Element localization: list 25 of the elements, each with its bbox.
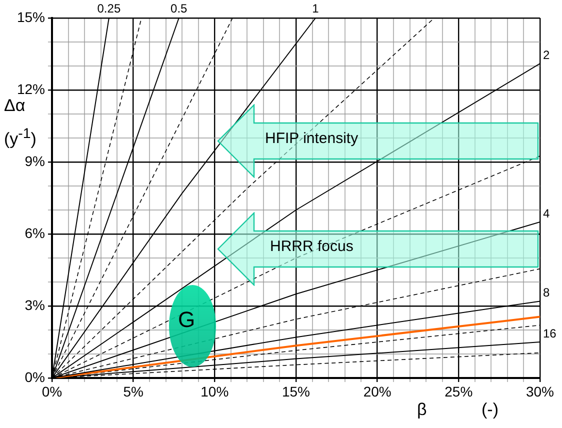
y-tick-label: 12% xyxy=(16,80,45,97)
y-tick-label: 0% xyxy=(24,368,45,385)
x-tick-label: 20% xyxy=(363,383,392,400)
series-label: 8 xyxy=(543,286,550,300)
annotation: HFIP intensity xyxy=(265,130,358,147)
x-tick-label: 5% xyxy=(123,383,144,400)
x-axis-title: β (-) xyxy=(417,400,498,420)
x-tick-label: 25% xyxy=(444,383,473,400)
series-label: 2 xyxy=(543,48,550,62)
y-tick-label: 6% xyxy=(24,224,45,241)
annotation: HRRR focus xyxy=(270,238,354,255)
series-label: 0.5 xyxy=(170,1,188,16)
series-label: 1 xyxy=(312,1,320,16)
annotation: G xyxy=(178,307,196,333)
x-tick-label: 30% xyxy=(526,383,554,400)
y-tick-label: 9% xyxy=(24,152,45,169)
y-tick-label: 3% xyxy=(24,296,45,313)
series-label: 4 xyxy=(543,206,550,220)
y-axis-title: Δα (y$^{-1}$) xyxy=(4,95,36,151)
x-tick-label: 15% xyxy=(282,383,310,400)
y-tick-label: 15% xyxy=(16,8,45,25)
x-tick-label: 10% xyxy=(200,383,229,400)
x-tick-label: 0% xyxy=(42,383,62,400)
series-label: 0.25 xyxy=(97,1,121,16)
series-label: 16 xyxy=(543,326,557,340)
